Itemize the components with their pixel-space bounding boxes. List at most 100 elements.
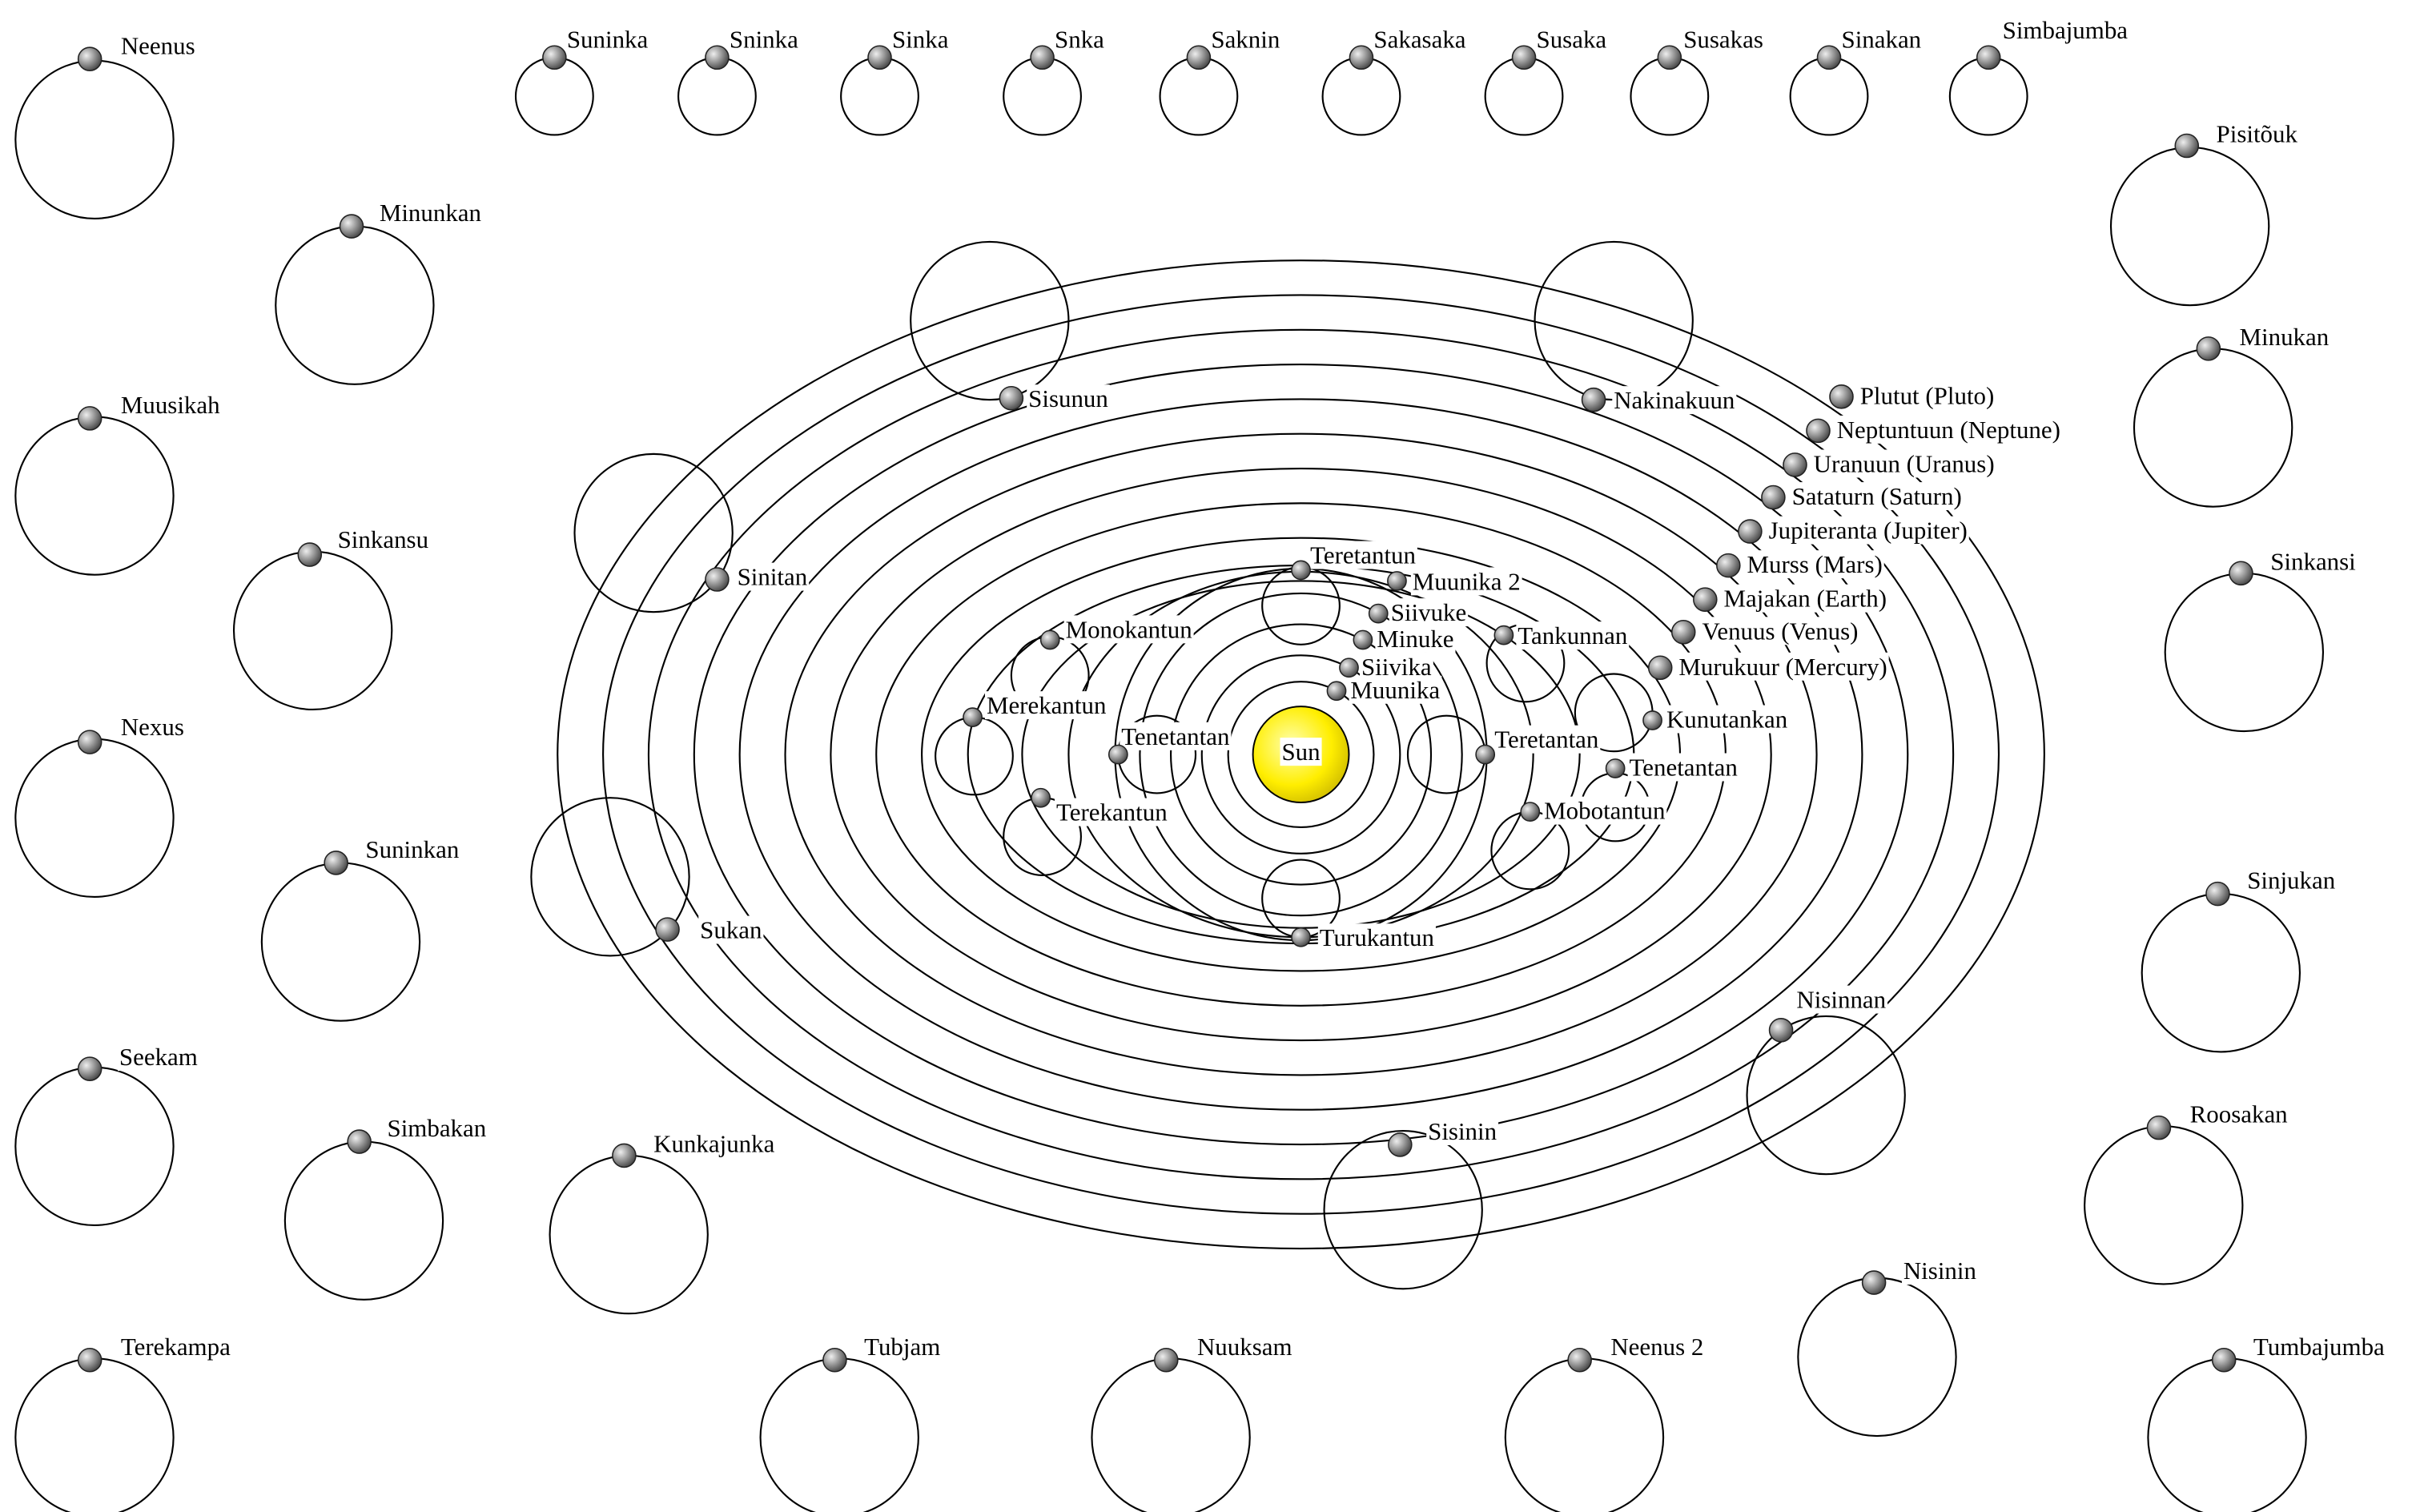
body	[1568, 1349, 1591, 1372]
label: Nexus	[121, 713, 184, 741]
body	[1369, 604, 1388, 622]
label: Kunutankan	[1666, 706, 1787, 734]
orbit-circle	[15, 1068, 173, 1225]
label: Simbajumba	[2003, 16, 2129, 44]
orbit-circle	[2084, 1126, 2242, 1284]
label: Teretantun	[1310, 541, 1416, 569]
label: Susakas	[1683, 26, 1763, 54]
labels: Plutut (Pluto)Neptuntuun (Neptune)Uranuu…	[118, 16, 2386, 1361]
body	[1863, 1271, 1886, 1294]
body	[1476, 745, 1494, 763]
orbit-circle	[1091, 1358, 1249, 1512]
body	[340, 215, 364, 238]
body	[1649, 656, 1672, 679]
body	[1041, 630, 1059, 649]
body	[2229, 561, 2253, 585]
label: Pisitõuk	[2217, 120, 2298, 148]
body	[1389, 1133, 1412, 1156]
orbit-circle	[2142, 894, 2300, 1052]
label: Venuus (Venus)	[1702, 617, 1858, 645]
orbit-circle	[15, 61, 173, 219]
body	[78, 47, 102, 70]
body	[78, 407, 102, 430]
body	[1521, 802, 1539, 821]
orbit-circle	[761, 1358, 919, 1512]
label: Suninka	[567, 26, 649, 54]
body	[1977, 46, 2000, 69]
body	[1353, 630, 1372, 649]
orbit-circle	[1408, 716, 1485, 794]
orbit-circle	[935, 718, 1013, 795]
label: Neptuntuun (Neptune)	[1837, 416, 2060, 444]
page: Plutut (Pluto)Neptuntuun (Neptune)Uranuu…	[0, 0, 2416, 1512]
body	[1388, 572, 1406, 590]
body	[78, 730, 102, 754]
label: Sinjukan	[2247, 867, 2335, 895]
orbit-circle	[2148, 1358, 2305, 1512]
label: Minukan	[2240, 323, 2330, 351]
body	[2147, 1116, 2170, 1140]
body	[1327, 682, 1345, 700]
label: Sakasaka	[1373, 26, 1465, 54]
body	[78, 1057, 102, 1080]
orbit-circle	[2165, 573, 2323, 731]
label: Siivuke	[1391, 598, 1467, 626]
label: Teretantan	[1494, 726, 1598, 754]
body	[1807, 419, 1830, 442]
label: Sisunun	[1028, 384, 1108, 412]
label: Uranuun (Uranus)	[1814, 449, 1995, 477]
orbit-circle	[1798, 1278, 1956, 1436]
label: Muunika	[1350, 676, 1440, 704]
label: Muunika 2	[1413, 567, 1521, 595]
body	[1762, 486, 1785, 509]
body	[1109, 745, 1128, 763]
label: Roosakan	[2190, 1100, 2288, 1128]
label: Kunkajunka	[653, 1129, 774, 1157]
body	[1818, 46, 1841, 69]
body	[1494, 626, 1513, 645]
body	[348, 1130, 371, 1153]
body	[1582, 388, 1606, 412]
label: Murss (Mars)	[1747, 550, 1883, 578]
body	[1830, 385, 1853, 408]
label: Tankunnan	[1518, 621, 1627, 649]
body	[1031, 46, 1054, 69]
label: Snka	[1055, 26, 1104, 54]
body	[1349, 46, 1373, 69]
label: Tenetantan	[1121, 722, 1229, 750]
label: Minunkan	[380, 199, 481, 227]
label: Merekantun	[987, 691, 1106, 719]
orbit-circle	[285, 1142, 443, 1300]
body	[1643, 711, 1662, 730]
label: Turukantun	[1320, 923, 1434, 951]
label: Neenus	[121, 31, 195, 59]
label: Sinka	[892, 26, 949, 54]
label: Sinitan	[738, 563, 808, 591]
solar-system-diagram: Plutut (Pluto)Neptuntuun (Neptune)Uranuu…	[0, 0, 2416, 1512]
body	[2206, 883, 2229, 906]
orbit-circle	[262, 863, 420, 1020]
body	[78, 1349, 102, 1372]
body	[1187, 46, 1210, 69]
label: Saknin	[1211, 26, 1280, 54]
body	[823, 1349, 846, 1372]
label: Nisinin	[1903, 1257, 1976, 1285]
orbit-circle	[275, 227, 433, 384]
body	[963, 708, 982, 726]
body	[2213, 1349, 2236, 1372]
body	[999, 387, 1023, 410]
label: Tenetantan	[1630, 753, 1738, 781]
orbit-circle	[15, 1358, 173, 1512]
label: Nuuksam	[1197, 1333, 1292, 1361]
body	[1783, 453, 1807, 477]
orbit-circle	[1535, 242, 1693, 400]
body	[706, 46, 729, 69]
label: Murukuur (Mercury)	[1678, 653, 1887, 681]
body	[324, 851, 348, 875]
body	[1694, 588, 1717, 611]
label: Nakinakuun	[1614, 386, 1735, 414]
label: Mobotantun	[1544, 797, 1665, 825]
orbit-circle	[2111, 147, 2269, 305]
label: Terekantun	[1056, 798, 1168, 826]
label: Majakan (Earth)	[1724, 585, 1887, 613]
